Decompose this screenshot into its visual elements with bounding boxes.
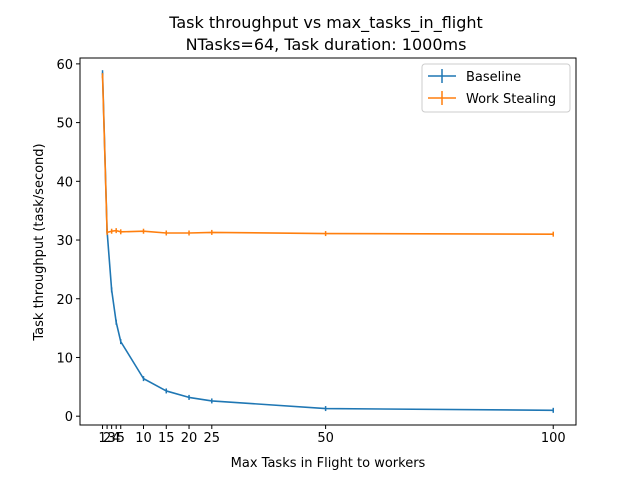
x-axis-label: Max Tasks in Flight to workers: [231, 456, 426, 471]
x-tick-label-2: 3: [107, 431, 115, 446]
x-tick-label-3: 4: [112, 431, 120, 446]
x-tick-label-0: 1: [98, 431, 106, 446]
x-tick-label-5: 10: [135, 431, 152, 446]
plot-area: [80, 58, 576, 425]
legend-box: [421, 63, 571, 113]
x-tick-label-7: 20: [181, 431, 198, 446]
plot-frame: [79, 57, 577, 426]
legend-label-0: Baseline: [466, 70, 521, 85]
legend-label-1: Work Stealing: [466, 92, 556, 107]
x-tick-label-9: 50: [317, 431, 334, 446]
series-layer: [101, 70, 554, 413]
x-tick-label-4: 5: [117, 431, 125, 446]
y-tick-label-2: 20: [56, 293, 73, 308]
y-tick-label-0: 0: [65, 410, 73, 425]
x-tick-label-8: 25: [204, 431, 221, 446]
chart-title: Task throughput vs max_tasks_in_flight: [168, 13, 483, 33]
x-tick-label-10: 100: [541, 431, 566, 446]
y-tick-label-5: 50: [56, 117, 73, 132]
legend: Baseline Work Stealing: [421, 63, 571, 113]
y-tick-label-6: 60: [56, 58, 73, 73]
chart-subtitle: NTasks=64, Task duration: 1000ms: [186, 35, 467, 54]
y-tick-label-3: 30: [56, 234, 73, 249]
x-tick-label-6: 15: [158, 431, 175, 446]
plot-background: [80, 58, 576, 425]
y-tick-label-4: 40: [56, 175, 73, 190]
x-tick-label-1: 2: [103, 431, 111, 446]
y-axis-label: Task throughput (task/second): [32, 143, 47, 341]
y-tick-label-1: 10: [56, 351, 73, 366]
